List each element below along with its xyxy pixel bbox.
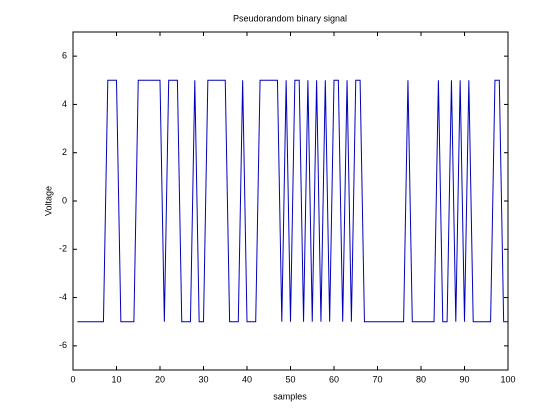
x-tick-label: 70 [372,374,382,384]
x-tick-label: 50 [285,374,295,384]
x-tick-label: 20 [155,374,165,384]
x-axis-label: samples [273,391,307,401]
x-tick-label: 10 [111,374,121,384]
x-tick-label: 40 [242,374,252,384]
y-tick-label: -2 [59,244,67,254]
y-axis-label: Voltage [43,186,53,216]
y-tick-label: 2 [62,147,67,157]
y-tick-label: -6 [59,340,67,350]
x-tick-label: 30 [198,374,208,384]
y-tick-label: 4 [62,99,67,109]
y-tick-label: 6 [62,51,67,61]
y-tick-label: -4 [59,292,67,302]
y-tick-label: 0 [62,195,67,205]
x-tick-label: 80 [416,374,426,384]
x-tick-label: 60 [329,374,339,384]
x-tick-label: 0 [70,374,75,384]
x-tick-label: 100 [500,374,515,384]
x-tick-label: 90 [459,374,469,384]
chart-title: Pseudorandom binary signal [233,13,347,23]
signal-line [77,79,508,323]
